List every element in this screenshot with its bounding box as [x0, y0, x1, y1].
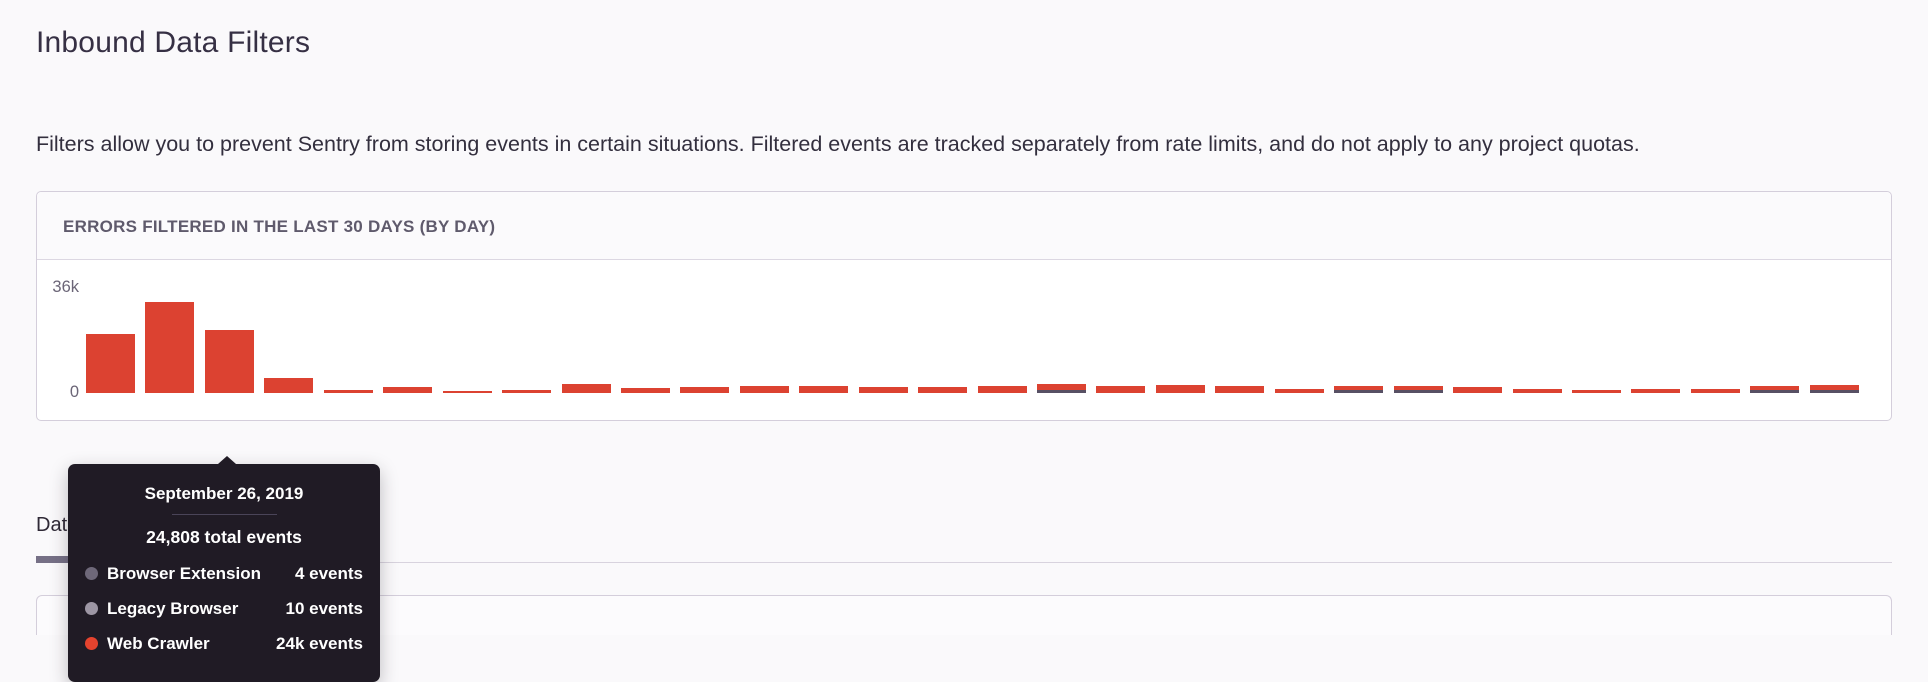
page-title: Inbound Data Filters	[36, 26, 311, 59]
chart-bar-day-21[interactable]	[1274, 388, 1324, 393]
chart-bar-day-1[interactable]	[86, 334, 135, 393]
series-value: 10 events	[285, 599, 364, 618]
settings-page: Inbound Data Filters Filters allow you t…	[0, 26, 1928, 635]
chart-bar-day-2[interactable]	[145, 301, 195, 393]
chart-bar-base-segment	[1393, 390, 1443, 393]
chart-bar-day-14[interactable]	[858, 387, 908, 393]
chart-bar-day-9[interactable]	[561, 384, 611, 393]
chart-bar-day-13[interactable]	[799, 385, 849, 393]
chart-bar-day-20[interactable]	[1215, 385, 1265, 393]
chart-bar-day-29[interactable]	[1750, 385, 1800, 393]
tooltip-series-row: Web Crawler 24k events	[85, 633, 363, 654]
series-value: 4 events	[294, 564, 363, 583]
chart-bar-day-7[interactable]	[442, 391, 492, 393]
tooltip-date: September 26, 2019	[144, 484, 304, 503]
chart-bar-day-27[interactable]	[1631, 389, 1681, 393]
chart-bar-day-30[interactable]	[1809, 385, 1859, 393]
chart-bar-day-25[interactable]	[1512, 389, 1562, 393]
chart-bar-day-28[interactable]	[1690, 389, 1740, 393]
filtered-errors-chart-panel: ERRORS FILTERED IN THE LAST 30 DAYS (BY …	[36, 190, 1892, 421]
tooltip-series-row: Browser Extension 4 events	[85, 563, 363, 584]
series-value: 24k events	[276, 634, 363, 653]
tooltip-series-row: Legacy Browser 10 events	[85, 598, 363, 619]
filtered-errors-bar-chart: 36k 0	[37, 260, 1891, 420]
chart-bar-day-23[interactable]	[1393, 385, 1443, 393]
series-name: Legacy Browser	[107, 599, 239, 618]
chart-bar-day-4[interactable]	[264, 378, 314, 393]
y-axis-zero-label: 0	[69, 383, 79, 401]
chart-bar-day-16[interactable]	[977, 386, 1027, 393]
chart-bar-day-18[interactable]	[1096, 385, 1146, 393]
chart-bar-base-segment	[1809, 390, 1859, 393]
chart-bar-base-segment	[1334, 390, 1384, 393]
series-name: Web Crawler	[107, 634, 210, 653]
chart-bar-day-10[interactable]	[620, 388, 670, 393]
tooltip-total-events: 24,808 total events	[146, 527, 302, 547]
chart-bar-base-segment	[1750, 390, 1800, 393]
tooltip-rows: Browser Extension 4 events Legacy Browser 1…	[85, 563, 363, 654]
chart-bar-day-6[interactable]	[383, 387, 433, 393]
chart-bar-base-segment	[1037, 390, 1086, 393]
chart-bar-day-17[interactable]	[1037, 384, 1086, 393]
chart-bar-day-24[interactable]	[1453, 386, 1503, 393]
chart-bar-day-15[interactable]	[918, 387, 968, 393]
chart-bar-day-5[interactable]	[323, 389, 373, 393]
chart-bar-day-11[interactable]	[680, 387, 730, 393]
tooltip-divider	[171, 514, 277, 515]
chart-bar-day-12[interactable]	[739, 386, 789, 393]
series-color-dot	[85, 602, 98, 615]
chart-bar-day-8[interactable]	[502, 390, 552, 393]
chart-bar-day-26[interactable]	[1571, 390, 1621, 393]
chart-tooltip: September 26, 2019 24,808 total events B…	[68, 456, 380, 682]
page-description: Filters allow you to prevent Sentry from…	[36, 131, 1640, 156]
chart-bars	[86, 260, 1859, 393]
series-color-dot	[85, 567, 98, 580]
series-color-dot	[85, 637, 98, 650]
chart-bar-day-19[interactable]	[1155, 384, 1205, 393]
chart-bar-day-22[interactable]	[1334, 385, 1384, 393]
y-axis-max-label: 36k	[52, 277, 79, 296]
series-name: Browser Extension	[107, 564, 261, 583]
chart-panel-header: ERRORS FILTERED IN THE LAST 30 DAYS (BY …	[37, 191, 1891, 260]
chart-bar-day-3[interactable]	[204, 329, 254, 393]
